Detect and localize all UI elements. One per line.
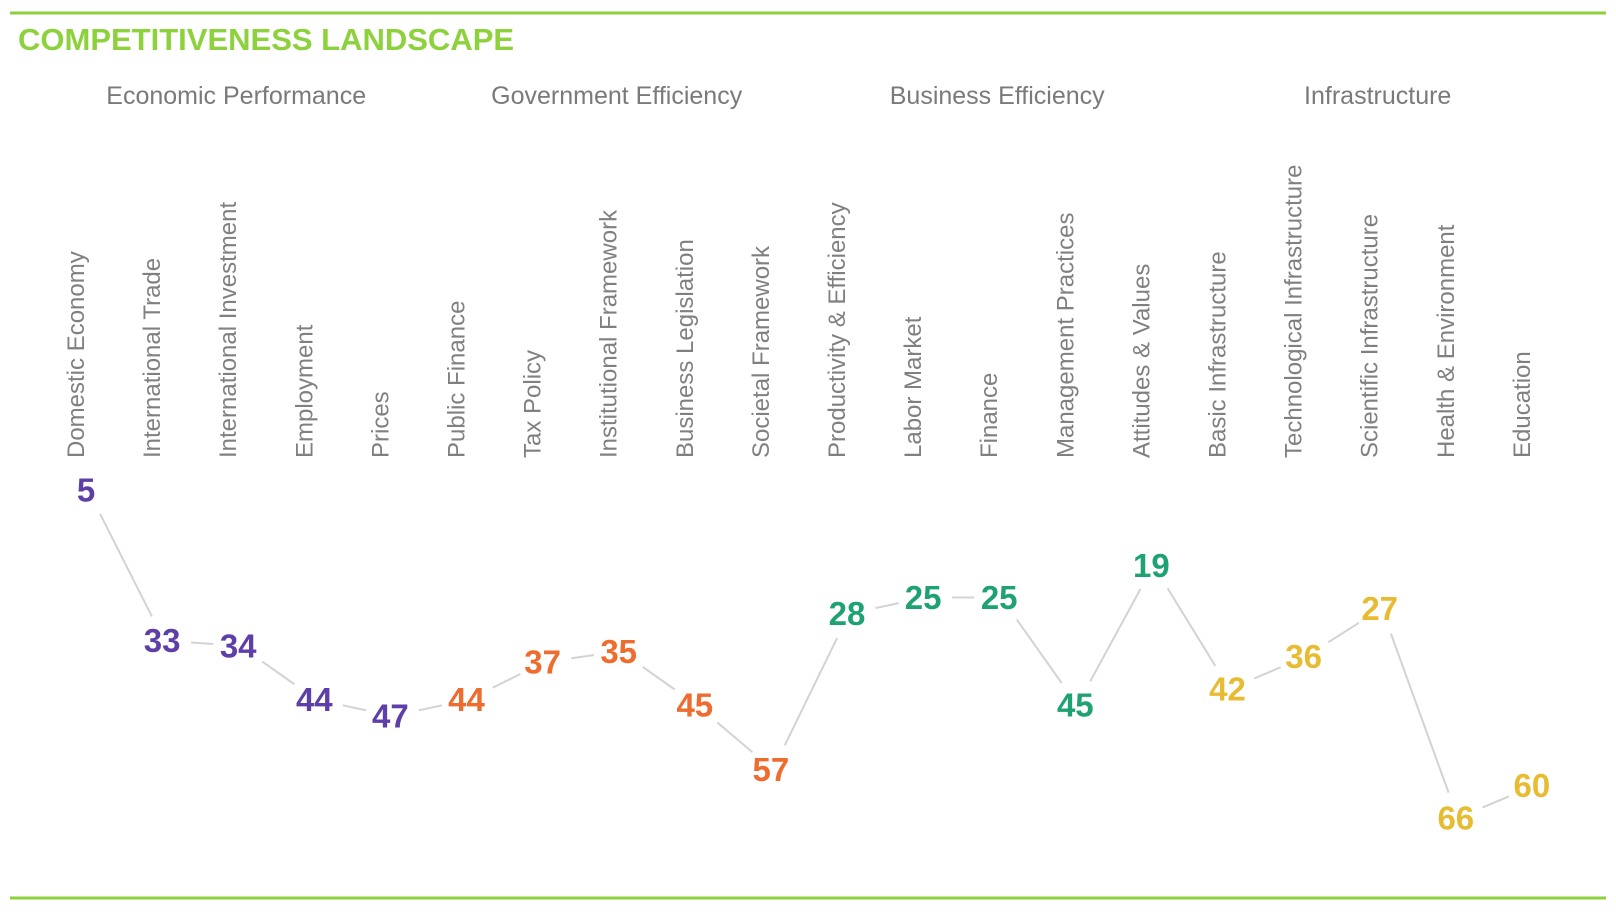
category-label: Scientific Infrastructure bbox=[1357, 214, 1384, 458]
category-label: Labor Market bbox=[900, 316, 927, 458]
data-point-label: 66 bbox=[1437, 800, 1474, 837]
category-label: Domestic Economy bbox=[63, 251, 90, 458]
category-labels: Domestic Economy International Trade Inter… bbox=[63, 165, 1536, 458]
connector-line bbox=[875, 602, 899, 610]
group-labels: Economic Performance Government Efficienc… bbox=[106, 82, 1451, 110]
connector-line bbox=[1253, 666, 1282, 680]
data-point-label: 44 bbox=[448, 681, 485, 718]
category-label: Management Practices bbox=[1052, 213, 1079, 458]
group-label: Economic Performance bbox=[106, 82, 366, 110]
category-label: Employment bbox=[291, 324, 318, 458]
data-point-label: 28 bbox=[829, 595, 866, 632]
category-label: Education bbox=[1509, 351, 1536, 458]
connector-line bbox=[1089, 588, 1142, 682]
connector-line bbox=[1482, 795, 1510, 809]
connector-line bbox=[99, 513, 153, 617]
group-label: Business Efficiency bbox=[890, 82, 1105, 110]
category-label: Health & Environment bbox=[1433, 224, 1460, 458]
connector-line bbox=[571, 654, 595, 660]
data-point-label: 27 bbox=[1361, 590, 1398, 627]
data-point-label: 60 bbox=[1514, 767, 1551, 804]
category-label: Public Finance bbox=[444, 301, 471, 458]
category-label: Tax Policy bbox=[520, 350, 547, 458]
chart-title: COMPETITIVENESS LANDSCAPE bbox=[18, 22, 514, 57]
connector-lines bbox=[99, 513, 1510, 809]
category-label: International Trade bbox=[139, 258, 166, 458]
category-label: Prices bbox=[367, 391, 394, 458]
category-label: Business Legislation bbox=[672, 239, 699, 458]
category-label: Institutional Framework bbox=[596, 209, 623, 458]
category-label: Finance bbox=[976, 373, 1003, 458]
data-point-label: 47 bbox=[372, 697, 409, 734]
data-point-label: 34 bbox=[220, 627, 257, 664]
group-label: Infrastructure bbox=[1304, 82, 1451, 110]
category-label: Societal Framework bbox=[748, 245, 775, 458]
data-point-label: 25 bbox=[905, 579, 942, 616]
connector-line bbox=[492, 673, 521, 689]
data-point-label: 36 bbox=[1285, 638, 1322, 675]
category-label: International Investment bbox=[215, 202, 242, 458]
data-point-label: 37 bbox=[524, 644, 561, 681]
group-label: Government Efficiency bbox=[491, 82, 743, 110]
value-labels: 5 33 34 44 47 44 37 35 45 57 28 25 25 45 19 42 36 27 66 60 bbox=[77, 472, 1550, 837]
connector-line bbox=[261, 660, 295, 685]
connector-line bbox=[1327, 621, 1360, 644]
category-label: Productivity & Efficiency bbox=[824, 202, 851, 458]
category-label: Attitudes & Values bbox=[1128, 264, 1155, 458]
connector-line bbox=[190, 641, 214, 646]
connector-line bbox=[418, 704, 443, 712]
category-label: Technological Infrastructure bbox=[1281, 165, 1308, 458]
connector-line bbox=[1166, 587, 1217, 667]
data-point-label: 45 bbox=[1057, 687, 1094, 724]
connector-line bbox=[716, 721, 753, 753]
data-point-label: 57 bbox=[753, 751, 790, 788]
connector-line bbox=[1015, 619, 1063, 684]
data-point-label: 25 bbox=[981, 579, 1018, 616]
data-point-label: 19 bbox=[1133, 547, 1170, 584]
data-point-label: 45 bbox=[676, 687, 713, 724]
data-point-label: 5 bbox=[77, 472, 95, 509]
category-label: Basic Infrastructure bbox=[1205, 251, 1232, 458]
data-point-label: 33 bbox=[144, 622, 181, 659]
connector-line bbox=[783, 637, 839, 746]
connector-line bbox=[642, 666, 676, 691]
connector-line bbox=[1389, 633, 1450, 793]
data-point-label: 35 bbox=[600, 633, 637, 670]
connector-line bbox=[342, 704, 367, 712]
data-point-label: 42 bbox=[1209, 670, 1246, 707]
data-point-label: 44 bbox=[296, 681, 333, 718]
